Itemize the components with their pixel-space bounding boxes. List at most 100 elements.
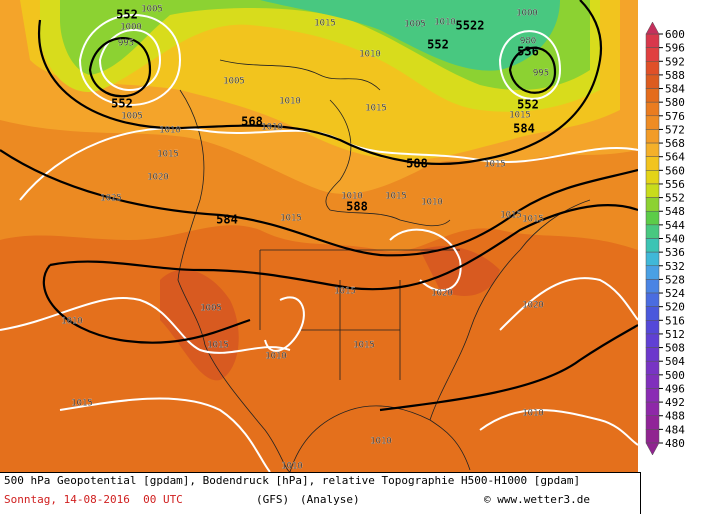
colorbar-segment (645, 347, 660, 362)
contour-label: 1020 (431, 289, 453, 299)
contour-label: 1010 (421, 198, 443, 208)
colorbar-segment (645, 306, 660, 321)
contour-label: 1010 (370, 437, 392, 447)
contour-label: 1015 (353, 341, 375, 351)
colorbar-tick-label: 504 (665, 355, 685, 368)
contour-label: 536 (517, 45, 539, 59)
contour-label: 552 (111, 97, 133, 111)
colorbar-segment (645, 183, 660, 198)
contour-label: 1010 (434, 18, 456, 28)
contour-label: 1010 (341, 192, 363, 202)
colorbar-segment (645, 101, 660, 117)
colorbar-segment (645, 429, 660, 444)
colorbar-tick-label: 544 (665, 219, 685, 232)
contour-label: 1010 (159, 126, 181, 136)
colorbar-tick-label: 528 (665, 273, 685, 286)
colorbar-tick-label: 580 (665, 96, 685, 109)
contour-label: 1010 (261, 123, 283, 133)
contour-label: 1015 (484, 160, 506, 170)
contour-label: 1010 (522, 409, 544, 419)
footer-credit: © www.wetter3.de (484, 493, 590, 506)
colorbar-tick-label: 568 (665, 137, 685, 150)
colorbar-segment (645, 33, 660, 48)
contour-label: 552 (517, 98, 539, 112)
contour-label: 1005 (121, 112, 143, 122)
colorbar-bottom-cap (645, 442, 660, 456)
contour-label: 1005 (404, 20, 426, 30)
colorbar-segment (645, 320, 660, 335)
contour-label: 1015 (157, 150, 179, 160)
contour-label: 568 (241, 115, 263, 129)
map: 552 1005100099555210051005101010105681010… (0, 0, 638, 472)
colorbar-tick-label: 524 (665, 287, 685, 300)
contour-label: 1010 (61, 317, 83, 327)
colorbar-tick-label: 548 (665, 205, 685, 218)
contour-label: 1000 (120, 23, 142, 33)
contour-label: 1010 (359, 50, 381, 60)
contour-label: 1015 (207, 341, 229, 351)
contour-label: 1015 (280, 214, 302, 224)
colorbar-segment (645, 47, 660, 62)
colorbar-tick-label: 564 (665, 151, 685, 164)
colorbar: 6005965925885845805765725685645605565525… (645, 21, 685, 456)
footer (0, 472, 641, 514)
colorbar-tick-label: 496 (665, 382, 685, 395)
colorbar-tick-label: 552 (665, 192, 685, 205)
colorbar-segment (645, 210, 660, 226)
colorbar-segment (645, 142, 660, 157)
colorbar-tick-label: 512 (665, 328, 685, 341)
contour-label: 584 (216, 213, 238, 227)
contour-label: 1020 (522, 301, 544, 311)
colorbar-tick-label: 560 (665, 164, 685, 177)
colorbar-segment (645, 224, 660, 239)
footer-description: 500 hPa Geopotential [gpdam], Bodendruck… (4, 474, 581, 487)
colorbar-tick-label: 488 (665, 410, 685, 423)
contour-label: 1005 (141, 5, 163, 15)
colorbar-tick-label: 532 (665, 260, 685, 273)
footer-model: (GFS) (256, 493, 290, 506)
geopotential-contours (0, 0, 638, 412)
colorbar-tick-label: 588 (665, 69, 685, 82)
colorbar-tick-label: 596 (665, 42, 685, 55)
contour-label: 1010 (279, 97, 301, 107)
colorbar-tick-label: 592 (665, 55, 685, 68)
contour-label: 584 (513, 122, 535, 136)
colorbar-tick-label: 536 (665, 246, 685, 259)
colorbar-segment (645, 333, 660, 348)
colorbar-tick-label: 500 (665, 369, 685, 382)
contour-label: 552 (116, 8, 138, 22)
colorbar-segment (645, 88, 660, 103)
contour-label: 552 (427, 38, 449, 52)
colorbar-segment (645, 74, 660, 89)
colorbar-segment (645, 292, 660, 307)
colorbar-segment (645, 129, 660, 144)
contour-label: 1015 (334, 287, 356, 297)
colorbar-tick-label: 572 (665, 123, 685, 136)
colorbar-tick-label: 600 (665, 28, 685, 41)
footer-date: Sonntag, 14-08-2016 00 UTC (4, 493, 183, 506)
contour-label: 1015 (522, 215, 544, 225)
colorbar-tick-label: 520 (665, 301, 685, 314)
contour-label: 1015 (365, 104, 387, 114)
contour-label: 588 (406, 157, 428, 171)
contour-label: 1010 (265, 352, 287, 362)
colorbar-segment (645, 388, 660, 403)
contour-label: 1000 (516, 9, 538, 19)
colorbar-tick-label: 556 (665, 178, 685, 191)
contour-label: 1005 (223, 77, 245, 87)
contour-label: 1010 (281, 462, 303, 472)
colorbar-segment (645, 401, 660, 416)
colorbar-segment (645, 415, 660, 430)
colorbar-segment (645, 61, 660, 76)
contour-label: 1015 (314, 19, 336, 29)
contour-labels: 552 1005100099555210051005101010105681010… (61, 4, 549, 472)
contour-label: 995 (533, 69, 549, 79)
contour-label: 995 (118, 39, 134, 49)
colorbar-segment (645, 265, 660, 280)
field-540 (260, 0, 560, 71)
contour-label: 980 (520, 37, 536, 47)
colorbar-tick-label: 492 (665, 396, 685, 409)
colorbar-segment (645, 197, 660, 212)
colorbar-segment (645, 238, 660, 253)
